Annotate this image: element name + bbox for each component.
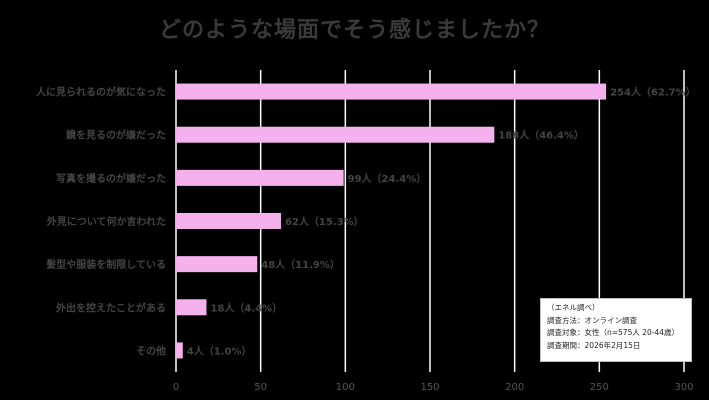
category-label: その他 [136, 344, 166, 357]
bar [176, 256, 258, 273]
category-label: 鏡を見るのが嫌だった [66, 129, 166, 142]
bar [176, 126, 495, 143]
category-label: 外見について何か言われた [46, 215, 166, 228]
survey-note: （エネル調べ） 調査方法：オンライン調査 調査対象：女性（n=575人 20-4… [540, 298, 692, 362]
x-tick-label: 150 [420, 382, 439, 393]
note-source: （エネル調べ） [547, 303, 600, 312]
x-tick-label: 250 [590, 382, 609, 393]
note-method: 調査方法：オンライン調査 [547, 315, 637, 325]
bar [176, 169, 344, 186]
x-tick-label: 100 [336, 382, 355, 393]
note-target: 調査対象：女性（n=575人 20-44歳） [547, 328, 680, 337]
data-label: 62人（15.3%） [285, 215, 364, 228]
x-tick-label: 300 [674, 382, 693, 393]
note-period: 調査期間：2026年2月15日 [547, 340, 641, 350]
bar [176, 213, 281, 229]
x-tick-label: 200 [505, 382, 524, 393]
data-label: 18人（4.4%） [210, 301, 282, 314]
category-label: 写真を撮るのが嫌だった [56, 172, 166, 185]
data-label: 48人（11.9%） [261, 258, 340, 271]
data-label: 188人（46.4%） [498, 129, 584, 142]
x-tick-label: 50 [254, 382, 267, 393]
category-label: 外出を控えたことがある [55, 301, 166, 314]
data-label: 99人（24.4%） [348, 172, 427, 185]
data-label: 254人（62.7%） [610, 86, 696, 99]
x-tick-label: 0 [173, 382, 179, 393]
bar [176, 299, 207, 316]
bar [176, 342, 183, 359]
category-label: 髪型や服装を制限している [45, 258, 166, 271]
bar [176, 83, 607, 100]
chart-title: どのような場面でそう感じましたか？ [158, 18, 550, 43]
category-label: 人に見られるのが気になった [36, 86, 166, 99]
data-label: 4人（1.0%） [187, 344, 252, 357]
